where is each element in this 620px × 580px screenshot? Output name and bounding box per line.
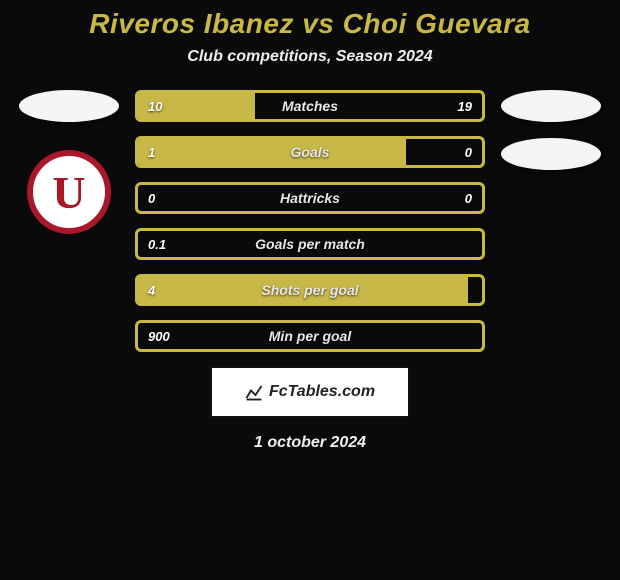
stat-row-goals: 1 Goals 0: [135, 136, 485, 168]
stat-label: Goals per match: [255, 236, 365, 252]
right-player-col: [497, 90, 605, 352]
stat-label: Min per goal: [269, 328, 351, 344]
stat-right-value: 0: [465, 145, 472, 160]
stat-left-value: 10: [148, 99, 162, 114]
stat-label: Hattricks: [280, 190, 340, 206]
page-subtitle: Club competitions, Season 2024: [187, 48, 432, 66]
club-logo-left: U: [27, 150, 111, 234]
stat-left-value: 1: [148, 145, 155, 160]
stats-column: 10 Matches 19 1 Goals 0 0 Hattricks 0 0.…: [135, 90, 485, 352]
comparison-card: Riveros Ibanez vs Choi Guevara Club comp…: [0, 0, 620, 580]
stat-label: Shots per goal: [261, 282, 358, 298]
chart-icon: [245, 383, 263, 401]
player-ellipse-left: [19, 90, 119, 122]
stat-left-value: 0: [148, 191, 155, 206]
stat-label: Goals: [291, 144, 330, 160]
stat-left-value: 0.1: [148, 237, 166, 252]
stat-left-value: 900: [148, 329, 170, 344]
stat-fill: [138, 139, 406, 165]
brand-box[interactable]: FcTables.com: [210, 366, 410, 418]
stat-row-goals-per-match: 0.1 Goals per match: [135, 228, 485, 260]
stat-row-hattricks: 0 Hattricks 0: [135, 182, 485, 214]
player-ellipse-right-2: [501, 138, 601, 170]
club-logo-letter: U: [52, 166, 85, 219]
stat-row-min-per-goal: 900 Min per goal: [135, 320, 485, 352]
stat-row-shots-per-goal: 4 Shots per goal: [135, 274, 485, 306]
stat-right-value: 19: [458, 99, 472, 114]
player-ellipse-right-1: [501, 90, 601, 122]
brand-text: FcTables.com: [269, 383, 375, 401]
left-player-col: U: [15, 90, 123, 352]
stat-row-matches: 10 Matches 19: [135, 90, 485, 122]
content-row: U 10 Matches 19 1 Goals 0 0 Hattricks 0: [0, 90, 620, 352]
stat-label: Matches: [282, 98, 338, 114]
stat-left-value: 4: [148, 283, 155, 298]
page-title: Riveros Ibanez vs Choi Guevara: [89, 8, 530, 40]
stat-right-value: 0: [465, 191, 472, 206]
date-label: 1 october 2024: [254, 434, 366, 452]
